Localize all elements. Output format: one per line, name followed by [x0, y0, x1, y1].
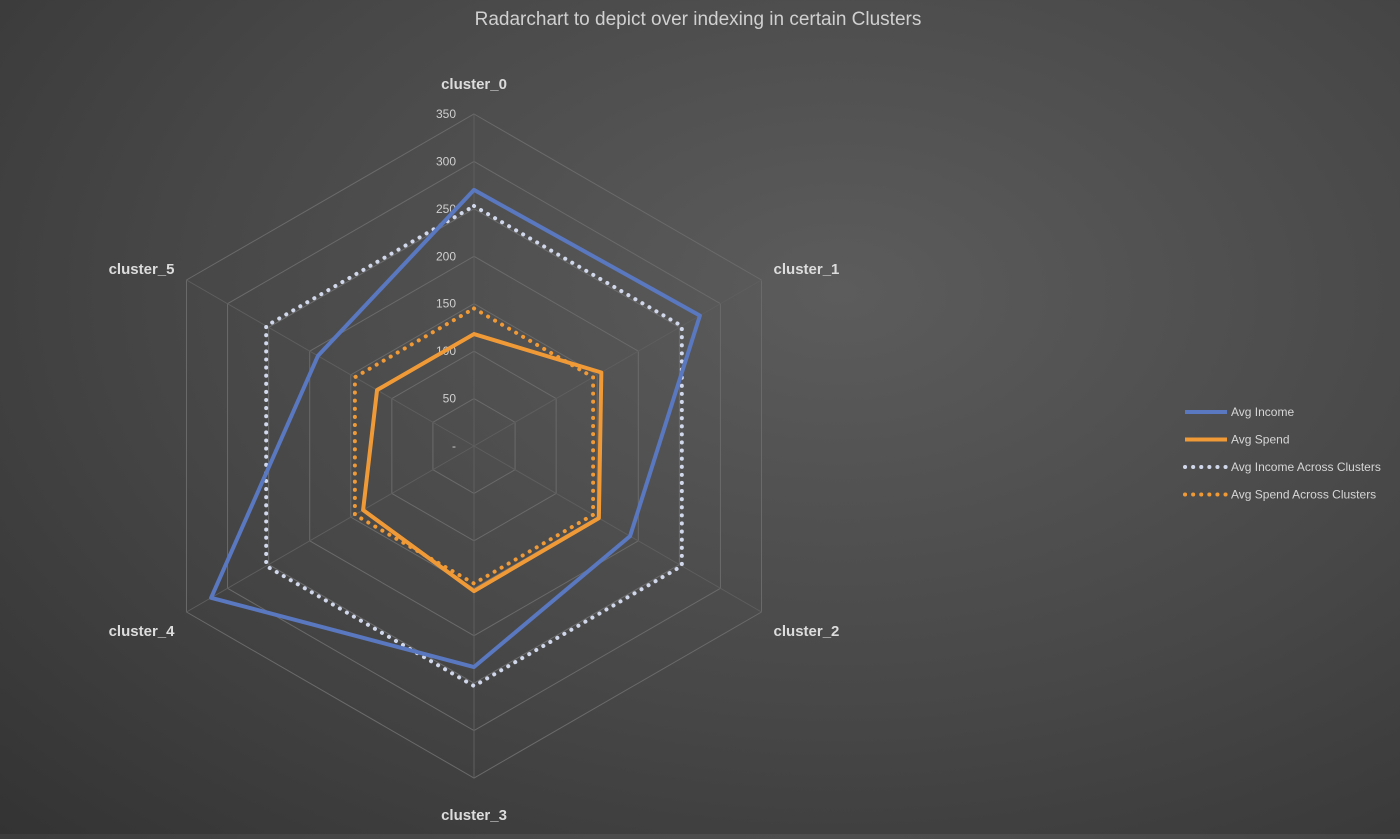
radial-tick-label: -	[452, 439, 456, 453]
category-label-cluster-3: cluster_3	[441, 807, 507, 824]
legend-label: Avg Spend Across Clusters	[1231, 488, 1376, 502]
series-lines	[209, 187, 702, 688]
series-avg-spend-across-clusters	[352, 306, 596, 586]
series-avg-income-across-clusters	[264, 204, 684, 688]
series-avg-spend	[361, 332, 604, 594]
category-label-cluster-4: cluster_4	[109, 623, 176, 640]
legend-label: Avg Income	[1231, 405, 1294, 419]
chart-title: Radarchart to depict over indexing in ce…	[475, 9, 922, 30]
radial-tick-label: 50	[443, 392, 457, 406]
radial-tick-label: 300	[436, 154, 456, 168]
category-label-cluster-2: cluster_2	[774, 623, 840, 640]
grid-spoke	[473, 279, 762, 447]
legend: Avg Income Avg Spend Avg Income Across Clu…	[1183, 405, 1381, 502]
category-label-cluster-5: cluster_5	[109, 261, 175, 278]
legend-label: Avg Income Across Clusters	[1231, 460, 1381, 474]
series-avg-income	[209, 187, 702, 670]
legend-label: Avg Spend	[1231, 433, 1290, 447]
category-label-cluster-1: cluster_1	[774, 261, 840, 278]
category-labels: cluster_0 cluster_1 cluster_2 cluster_3 clus…	[109, 76, 840, 824]
radial-tick-label: 150	[436, 297, 456, 311]
radar-grid	[185, 113, 763, 779]
radial-tick-label: 200	[436, 249, 456, 263]
grid-spoke	[186, 279, 475, 447]
grid-spoke	[186, 445, 475, 613]
grid-spoke	[473, 445, 762, 613]
radial-tick-label: 350	[436, 107, 456, 121]
category-label-cluster-0: cluster_0	[441, 76, 507, 93]
